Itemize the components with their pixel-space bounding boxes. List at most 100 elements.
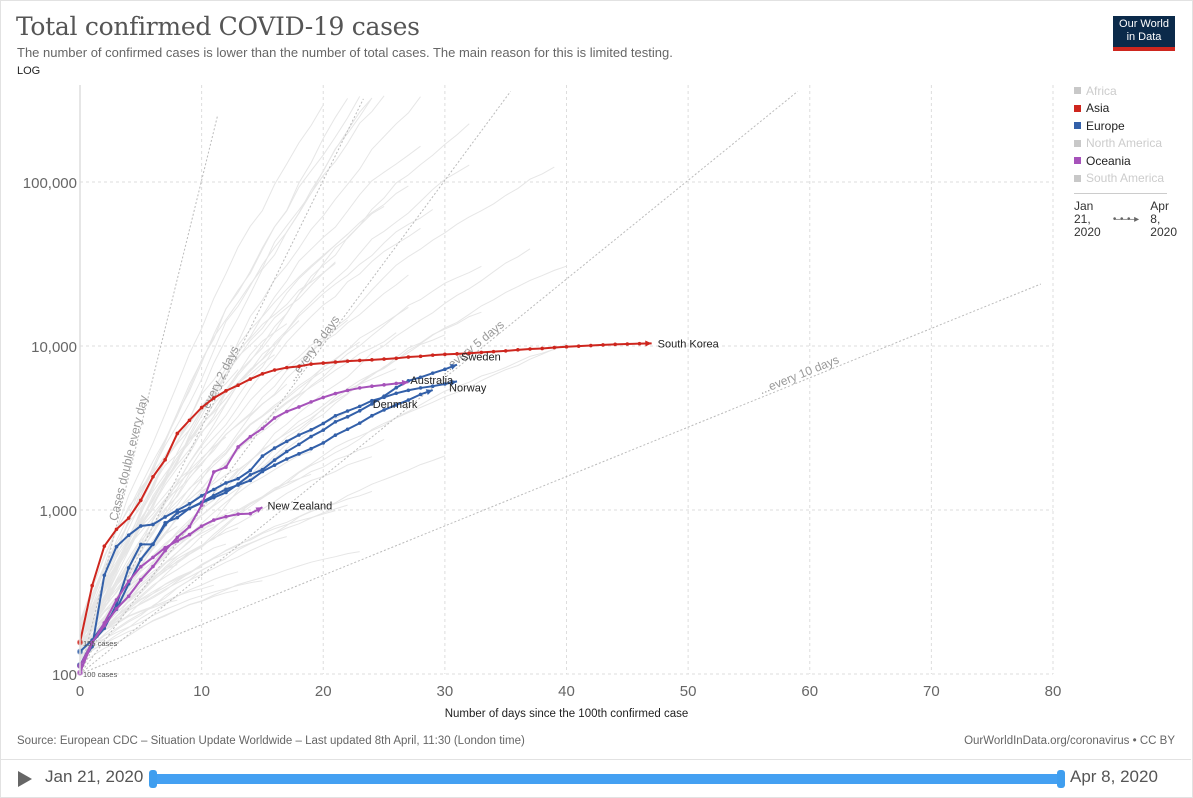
- data-point: [175, 539, 180, 543]
- data-point: [248, 468, 253, 473]
- y-tick-label: 10,000: [31, 339, 77, 356]
- data-point: [309, 362, 313, 366]
- data-point: [625, 342, 630, 346]
- owid-logo[interactable]: Our World in Data: [1113, 16, 1175, 51]
- series-label: Australia: [410, 375, 454, 387]
- legend-item-north-america[interactable]: North America: [1074, 135, 1174, 153]
- data-point: [345, 409, 350, 413]
- data-point: [284, 449, 289, 454]
- data-point: [297, 442, 301, 447]
- data-point: [297, 433, 301, 437]
- data-point: [345, 359, 350, 363]
- background-country-line: [79, 455, 446, 659]
- scale-toggle[interactable]: LOG: [17, 65, 41, 77]
- legend-label: Europe: [1086, 118, 1125, 133]
- timeline-start-handle[interactable]: [149, 770, 157, 788]
- data-point: [564, 345, 569, 349]
- data-point: [418, 354, 423, 359]
- data-point: [260, 469, 265, 474]
- data-point: [224, 514, 228, 519]
- credit-link[interactable]: OurWorldInData.org/coronavirus • CC BY: [964, 735, 1175, 747]
- data-point: [139, 564, 143, 569]
- data-point: [540, 346, 544, 351]
- y-tick-label: 1,000: [39, 503, 77, 520]
- data-point: [333, 360, 338, 364]
- data-point: [163, 548, 167, 553]
- background-country-line: [79, 311, 482, 661]
- background-country-line: [79, 185, 409, 633]
- data-point: [236, 512, 240, 516]
- data-point: [90, 640, 94, 645]
- data-point: [199, 493, 204, 498]
- data-point: [151, 474, 155, 479]
- data-point: [370, 358, 374, 362]
- data-point: [187, 502, 192, 506]
- time-start-month: Jan: [1074, 199, 1094, 213]
- arrow-head-icon: [645, 340, 652, 347]
- background-country-line: [79, 358, 348, 641]
- data-point: [394, 381, 399, 386]
- data-point: [516, 348, 520, 352]
- data-point: [102, 621, 107, 625]
- data-point: [284, 457, 289, 461]
- data-point: [528, 347, 532, 351]
- timeline-end-handle[interactable]: [1057, 770, 1065, 788]
- legend-item-europe[interactable]: Europe: [1074, 117, 1174, 135]
- data-point: [114, 598, 119, 602]
- footer-divider: [1, 759, 1191, 760]
- background-country-line: [79, 504, 348, 647]
- line-chart: Cases double every day...every 2 days...…: [23, 85, 1061, 720]
- doubling-line: [79, 91, 511, 675]
- data-point: [187, 524, 192, 529]
- data-point: [175, 511, 180, 515]
- data-point: [297, 452, 301, 456]
- x-tick-label: 60: [801, 683, 818, 700]
- legend-label: Asia: [1086, 101, 1110, 116]
- data-point: [151, 542, 155, 547]
- data-point: [175, 508, 180, 513]
- data-point: [333, 413, 338, 418]
- x-tick-label: 50: [680, 683, 697, 700]
- legend-label: Oceania: [1086, 153, 1131, 168]
- data-point: [382, 357, 386, 361]
- data-point: [345, 388, 350, 393]
- data-point: [613, 342, 617, 347]
- data-point: [333, 433, 338, 437]
- legend-item-asia[interactable]: Asia: [1074, 100, 1174, 118]
- legend-label: South America: [1086, 171, 1165, 186]
- series-line: [79, 506, 263, 673]
- legend-swatch: [1074, 157, 1081, 165]
- logo-line-2: in Data: [1126, 31, 1162, 43]
- arrow-head-icon: [450, 364, 458, 370]
- data-point: [224, 389, 228, 393]
- background-country-line: [79, 566, 202, 660]
- data-point: [151, 522, 155, 527]
- data-point: [102, 544, 107, 548]
- data-point: [248, 511, 253, 516]
- time-start-year: 2020: [1074, 225, 1101, 239]
- background-country-line: [79, 320, 300, 636]
- legend-item-oceania[interactable]: Oceania: [1074, 152, 1174, 170]
- data-point: [406, 355, 411, 359]
- timeline-slider-track[interactable]: [151, 774, 1063, 784]
- data-point: [272, 416, 277, 420]
- series-label: Sweden: [461, 352, 501, 364]
- data-point: [211, 470, 216, 474]
- time-end-month: Apr: [1150, 199, 1169, 213]
- timeline-start-label: Jan 21, 2020: [45, 767, 144, 786]
- data-point: [284, 439, 289, 444]
- axes: 0 10 20 30 40 50 60 70 80 100 1,000 10,000 100,000 Nu…: [23, 85, 1061, 720]
- data-point: [601, 343, 605, 347]
- data-point: [284, 409, 289, 414]
- background-country-line: [79, 443, 178, 623]
- data-point: [589, 343, 593, 348]
- series-line: [79, 389, 434, 666]
- legend-item-south-america[interactable]: South America: [1074, 170, 1174, 188]
- series-label: Denmark: [373, 399, 418, 411]
- play-icon[interactable]: [18, 771, 32, 787]
- data-point: [455, 352, 459, 356]
- legend-item-africa[interactable]: Africa: [1074, 82, 1174, 100]
- data-point: [467, 351, 472, 356]
- data-point: [236, 383, 240, 388]
- data-point: [345, 415, 350, 419]
